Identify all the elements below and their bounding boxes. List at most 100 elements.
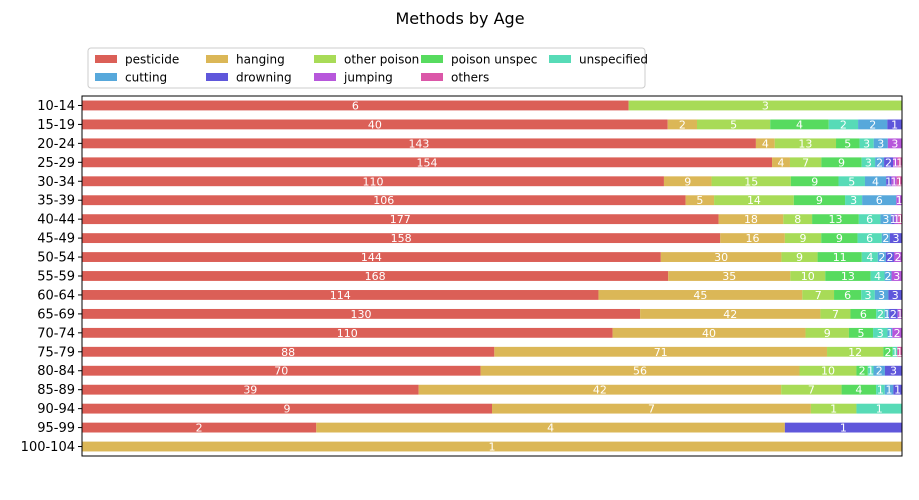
y-tick-label: 50-54 [37,251,75,266]
data-label: 2 [877,308,884,321]
data-label: 2 [869,118,876,131]
data-label: 2 [890,308,897,321]
data-label: 42 [593,384,607,397]
data-label: 13 [828,213,842,226]
bar-segment-hanging-75-79 [494,346,828,357]
bar-segment-unspecified-20-24 [859,138,874,149]
legend-label: cutting [125,71,167,85]
bar-segment-poison-unspec-20-24 [836,138,860,149]
data-label: 5 [730,118,737,131]
data-label: 1 [867,365,874,378]
data-label: 13 [798,137,812,150]
data-label: 56 [633,365,647,378]
bar-segment-unspecified-40-44 [858,214,881,225]
legend-item-cutting: cutting [95,71,167,85]
data-label: 2 [679,118,686,131]
data-label: 2 [859,365,866,378]
bar-segment-poison-unspec-55-59 [825,271,871,281]
data-label: 4 [874,270,881,283]
bar-segment-pesticide-55-59 [82,271,669,281]
data-label: 1 [886,327,893,340]
legend-label: pesticide [125,53,179,67]
bar-segment-drowning-65-69 [889,308,898,319]
data-label: 8 [794,213,801,226]
bar-segment-jumping-25-29 [893,157,898,168]
legend: pesticide hanging other poison poison unspe… [87,47,648,89]
y-tick-label: 70-74 [37,326,75,341]
data-label: 106 [373,194,394,207]
bar-segment-unspecified-15-19 [828,119,859,130]
data-label: 2 [884,346,891,359]
bar-segment-drowning-30-34 [886,176,892,187]
bar-segment-hanging-50-54 [660,252,782,262]
data-label: 3 [878,289,885,302]
data-label: 143 [408,137,429,150]
bar-segment-cutting-40-44 [880,214,892,225]
y-tick-label: 15-19 [37,118,75,133]
bar-segment-pesticide-70-74 [82,327,613,338]
bar-segment-hanging-60-64 [598,290,803,300]
bar-segment-drowning-45-49 [889,233,902,244]
legend-swatch [206,55,228,63]
y-tick-label: 25-29 [37,156,75,171]
data-label: 5 [844,137,851,150]
legend-label: others [451,71,489,85]
bar-segment-poison-unspec-65-69 [850,308,877,319]
data-label: 1 [896,346,903,359]
bar-segment-hanging-70-74 [612,327,806,338]
bar-segment-pesticide-45-49 [82,233,721,244]
bar-segment-cutting-45-49 [881,233,890,244]
bar-segment-hanging-65-69 [640,308,821,319]
data-label: 7 [815,289,822,302]
bar-segment-other-poison-70-74 [805,327,849,338]
data-label: 30 [714,251,728,264]
data-label: 9 [816,194,823,207]
y-axis: 10-14 15-19 20-24 25-29 30-34 35-39 40-44 45-49… [21,99,82,455]
data-label: 4 [547,422,554,435]
legend-label: drowning [236,71,292,85]
bar-segment-cutting-35-39 [862,195,897,206]
bar-segment-other-poison-30-34 [711,176,791,187]
y-tick-label: 30-34 [37,175,75,190]
data-label: 88 [281,346,295,359]
y-tick-label: 80-84 [37,364,75,379]
legend-item-pesticide: pesticide [95,53,179,67]
data-label: 5 [858,327,865,340]
data-label: 2 [894,251,901,264]
data-label: 1 [891,118,898,131]
data-label: 9 [824,327,831,340]
data-label: 1 [892,156,899,169]
data-label: 158 [391,232,412,245]
bar-segment-pesticide-30-34 [82,176,664,187]
data-label: 3 [865,289,872,302]
legend-label: unspecified [579,53,648,67]
bar-segment-unspecified-45-49 [857,233,882,244]
data-label: 7 [832,308,839,321]
legend-swatch [421,55,443,63]
data-label: 2 [885,270,892,283]
data-label: 3 [890,365,897,378]
bar-segment-poison-unspec-45-49 [821,233,858,244]
bar-segment-pesticide-15-19 [82,119,668,130]
chart-title: Methods by Age [395,9,524,28]
bar-segment-jumping-35-39 [896,195,902,206]
y-tick-label: 100-104 [21,440,75,455]
bar-segment-hanging-30-34 [663,176,712,187]
bar-segment-unspecified-55-59 [870,271,885,281]
data-label: 3 [892,232,899,245]
bar-segment-poison-unspec-70-74 [848,327,874,338]
data-label: 3 [877,137,884,150]
data-label: 3 [850,194,857,207]
data-label: 6 [352,99,359,112]
data-label: 14 [747,194,761,207]
bar-segment-cutting-65-69 [884,308,890,319]
data-label: 154 [417,156,438,169]
data-label: 16 [746,232,760,245]
bar-segment-others-30-34 [896,176,902,187]
bar-segment-jumping-55-59 [891,271,902,281]
data-label: 71 [654,346,668,359]
data-label: 5 [848,175,855,188]
bar-segment-hanging-80-84 [480,365,800,376]
bar-segment-unspecified-85-89 [876,384,885,395]
bar-segment-cutting-80-84 [873,365,885,376]
